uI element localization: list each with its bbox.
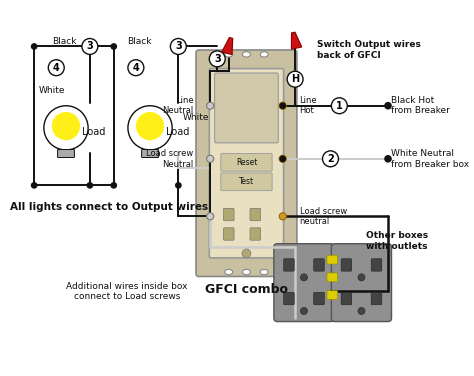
Circle shape <box>128 106 172 150</box>
Text: 1: 1 <box>336 101 343 111</box>
Text: White Neutral
from Breaker box: White Neutral from Breaker box <box>391 149 469 168</box>
Circle shape <box>176 44 181 49</box>
Text: 4: 4 <box>53 63 60 73</box>
Circle shape <box>111 44 117 49</box>
FancyBboxPatch shape <box>274 244 334 321</box>
Circle shape <box>280 156 285 161</box>
Text: Black: Black <box>52 36 76 45</box>
FancyBboxPatch shape <box>327 291 337 299</box>
Circle shape <box>176 183 181 188</box>
Circle shape <box>279 155 286 162</box>
FancyBboxPatch shape <box>196 50 297 276</box>
Polygon shape <box>292 32 302 49</box>
FancyBboxPatch shape <box>283 293 294 305</box>
FancyBboxPatch shape <box>341 259 352 271</box>
FancyBboxPatch shape <box>250 208 261 221</box>
Circle shape <box>207 213 214 220</box>
Text: Line
Hot: Line Hot <box>300 96 317 115</box>
Polygon shape <box>222 38 233 55</box>
FancyBboxPatch shape <box>221 153 272 171</box>
Circle shape <box>87 183 92 188</box>
Ellipse shape <box>260 269 268 275</box>
FancyBboxPatch shape <box>215 73 278 143</box>
Circle shape <box>287 71 303 87</box>
FancyBboxPatch shape <box>283 259 294 271</box>
Text: Switch Output wires
back of GFCI: Switch Output wires back of GFCI <box>317 40 421 60</box>
Circle shape <box>279 213 286 220</box>
Text: Additional wires inside box
connect to Load screws: Additional wires inside box connect to L… <box>66 282 188 301</box>
Circle shape <box>48 60 64 76</box>
FancyBboxPatch shape <box>341 293 352 305</box>
FancyBboxPatch shape <box>314 259 324 271</box>
Text: White: White <box>183 113 209 122</box>
Ellipse shape <box>225 52 233 57</box>
Circle shape <box>111 183 117 188</box>
Text: 3: 3 <box>175 41 182 52</box>
Circle shape <box>385 103 391 109</box>
Ellipse shape <box>225 269 233 275</box>
Circle shape <box>207 155 214 162</box>
Circle shape <box>210 51 225 67</box>
Text: Line
Neutral: Line Neutral <box>162 96 193 115</box>
Text: H: H <box>291 74 299 84</box>
FancyBboxPatch shape <box>331 244 392 321</box>
Circle shape <box>207 102 214 109</box>
FancyBboxPatch shape <box>250 228 261 240</box>
Ellipse shape <box>243 52 250 57</box>
Text: 4: 4 <box>133 63 139 73</box>
Circle shape <box>128 60 144 76</box>
Circle shape <box>82 38 98 55</box>
Circle shape <box>242 249 251 258</box>
FancyBboxPatch shape <box>371 293 382 305</box>
Text: Black: Black <box>127 36 152 45</box>
Text: GFCI combo: GFCI combo <box>205 283 288 296</box>
Circle shape <box>31 183 37 188</box>
Text: White: White <box>38 86 65 95</box>
Circle shape <box>322 151 338 167</box>
FancyBboxPatch shape <box>314 293 324 305</box>
Circle shape <box>385 156 391 162</box>
Ellipse shape <box>260 52 268 57</box>
Circle shape <box>31 44 37 49</box>
Circle shape <box>44 106 88 150</box>
Text: Black Hot
from Breaker: Black Hot from Breaker <box>391 96 449 115</box>
Circle shape <box>136 112 164 140</box>
Circle shape <box>52 112 80 140</box>
Circle shape <box>279 102 286 109</box>
Circle shape <box>170 38 186 55</box>
FancyBboxPatch shape <box>371 259 382 271</box>
Text: All lights connect to Output wires: All lights connect to Output wires <box>10 202 209 212</box>
Text: 2: 2 <box>327 154 334 164</box>
Text: Load screw
Neutral: Load screw Neutral <box>146 149 193 168</box>
Circle shape <box>358 308 365 314</box>
Circle shape <box>280 103 285 108</box>
FancyBboxPatch shape <box>142 150 158 158</box>
Text: Load screw
neutral: Load screw neutral <box>300 206 347 226</box>
Text: Load: Load <box>82 127 105 137</box>
FancyBboxPatch shape <box>221 173 272 191</box>
Text: Load: Load <box>166 127 189 137</box>
Circle shape <box>301 308 308 314</box>
Text: Reset: Reset <box>236 158 257 167</box>
Circle shape <box>358 274 365 281</box>
FancyBboxPatch shape <box>327 273 337 282</box>
Text: 3: 3 <box>214 54 220 64</box>
Ellipse shape <box>243 269 250 275</box>
FancyBboxPatch shape <box>223 228 234 240</box>
Circle shape <box>301 274 308 281</box>
Circle shape <box>331 98 347 114</box>
FancyBboxPatch shape <box>223 208 234 221</box>
Text: Test: Test <box>239 177 254 186</box>
Text: Other boxes
with outlets: Other boxes with outlets <box>366 231 428 251</box>
Text: 3: 3 <box>86 41 93 52</box>
FancyBboxPatch shape <box>57 150 74 158</box>
Circle shape <box>176 44 181 49</box>
Circle shape <box>87 44 92 49</box>
FancyBboxPatch shape <box>327 255 337 264</box>
FancyBboxPatch shape <box>210 68 283 258</box>
